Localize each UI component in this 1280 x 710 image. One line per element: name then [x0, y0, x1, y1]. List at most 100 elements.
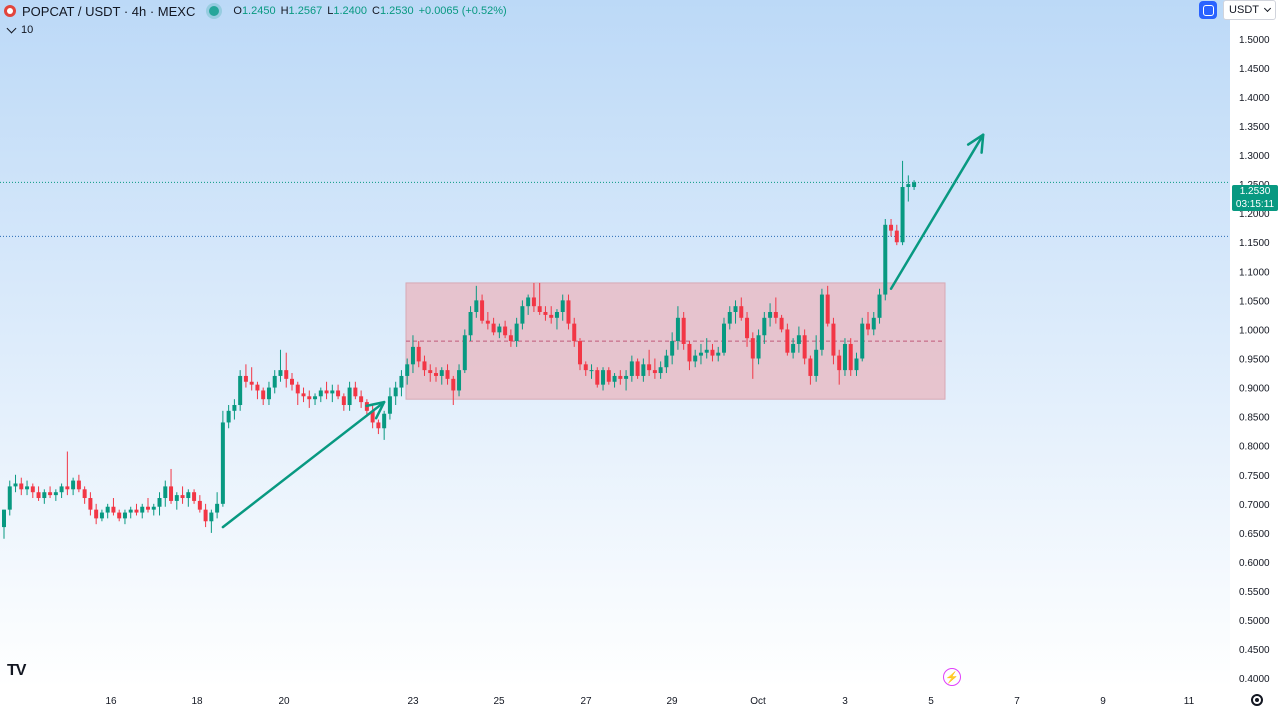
candle[interactable]: [595, 367, 600, 388]
candle[interactable]: [387, 387, 392, 420]
candle[interactable]: [151, 503, 156, 516]
candle[interactable]: [745, 311, 750, 347]
settings-gear-icon[interactable]: [1251, 694, 1263, 706]
candle[interactable]: [284, 352, 289, 388]
candle[interactable]: [854, 352, 859, 376]
candle[interactable]: [272, 370, 277, 394]
candle[interactable]: [618, 370, 623, 385]
candle[interactable]: [543, 306, 548, 321]
candle[interactable]: [572, 317, 577, 347]
candle[interactable]: [814, 335, 819, 382]
indicator-toggle[interactable]: 10: [6, 23, 33, 36]
candle[interactable]: [169, 468, 174, 504]
candle[interactable]: [612, 373, 617, 388]
candle[interactable]: [174, 492, 179, 510]
candle[interactable]: [134, 503, 139, 516]
candle[interactable]: [756, 329, 761, 365]
candle[interactable]: [290, 373, 294, 391]
candle[interactable]: [520, 300, 525, 330]
candle[interactable]: [554, 309, 559, 330]
candle[interactable]: [779, 314, 784, 333]
candle[interactable]: [105, 503, 110, 519]
candle[interactable]: [7, 480, 12, 516]
candle[interactable]: [848, 338, 853, 376]
candle[interactable]: [796, 326, 801, 353]
candle[interactable]: [434, 367, 438, 382]
candle[interactable]: [336, 384, 341, 400]
candle[interactable]: [243, 364, 248, 388]
candle[interactable]: [399, 370, 404, 397]
candle[interactable]: [295, 381, 300, 406]
candle[interactable]: [704, 338, 709, 359]
candle[interactable]: [42, 489, 47, 504]
candle[interactable]: [445, 364, 450, 385]
candle[interactable]: [163, 480, 168, 507]
candle[interactable]: [503, 320, 508, 339]
candle[interactable]: [313, 393, 318, 406]
candle[interactable]: [209, 509, 214, 533]
candle[interactable]: [647, 349, 652, 376]
candle[interactable]: [25, 480, 30, 496]
candle[interactable]: [451, 375, 456, 406]
candle[interactable]: [422, 355, 427, 376]
candle[interactable]: [82, 486, 87, 504]
candle[interactable]: [215, 492, 220, 519]
candle[interactable]: [457, 364, 462, 397]
candle[interactable]: [48, 486, 53, 499]
candle[interactable]: [192, 489, 197, 504]
candle[interactable]: [883, 218, 888, 301]
candle[interactable]: [480, 294, 485, 324]
candle[interactable]: [889, 218, 894, 237]
candle[interactable]: [652, 358, 657, 379]
candle[interactable]: [382, 410, 387, 440]
candle[interactable]: [232, 399, 237, 420]
candle[interactable]: [900, 160, 905, 246]
price-axis-background[interactable]: [1230, 0, 1280, 688]
sync-button[interactable]: [1199, 1, 1218, 19]
candle[interactable]: [762, 311, 767, 344]
candle[interactable]: [842, 338, 847, 376]
candle[interactable]: [566, 294, 571, 330]
candle[interactable]: [180, 486, 185, 504]
candle[interactable]: [13, 474, 18, 493]
candle[interactable]: [912, 180, 917, 190]
candle[interactable]: [416, 341, 421, 368]
candle[interactable]: [59, 483, 64, 499]
candle[interactable]: [428, 364, 433, 382]
candle[interactable]: [353, 381, 358, 400]
candle[interactable]: [318, 387, 323, 403]
candle[interactable]: [802, 329, 807, 365]
candle[interactable]: [71, 477, 76, 496]
candle[interactable]: [750, 332, 755, 379]
candle[interactable]: [894, 224, 899, 246]
candle[interactable]: [30, 483, 35, 499]
candle[interactable]: [635, 358, 640, 379]
candle[interactable]: [261, 387, 266, 406]
candle[interactable]: [641, 358, 646, 382]
candle[interactable]: [578, 338, 582, 371]
candle[interactable]: [255, 381, 260, 400]
candle[interactable]: [877, 288, 882, 324]
candle[interactable]: [94, 503, 99, 525]
candle[interactable]: [249, 367, 254, 391]
candle[interactable]: [491, 317, 496, 336]
candle[interactable]: [301, 387, 306, 403]
candle[interactable]: [324, 381, 329, 400]
trend-arrow[interactable]: [221, 400, 386, 529]
candle[interactable]: [220, 410, 225, 507]
candle[interactable]: [76, 474, 81, 493]
time-axis-background[interactable]: [0, 688, 1280, 710]
candle[interactable]: [537, 282, 542, 315]
candle[interactable]: [785, 323, 790, 356]
candle[interactable]: [88, 492, 93, 516]
candle[interactable]: [122, 509, 127, 525]
candle[interactable]: [226, 405, 231, 429]
candle[interactable]: [819, 288, 824, 356]
candle[interactable]: [36, 486, 41, 501]
candle[interactable]: [791, 338, 796, 359]
candle[interactable]: [157, 492, 162, 516]
candle[interactable]: [359, 390, 364, 408]
candle[interactable]: [739, 297, 744, 321]
candle[interactable]: [405, 358, 410, 385]
candle[interactable]: [549, 306, 554, 324]
